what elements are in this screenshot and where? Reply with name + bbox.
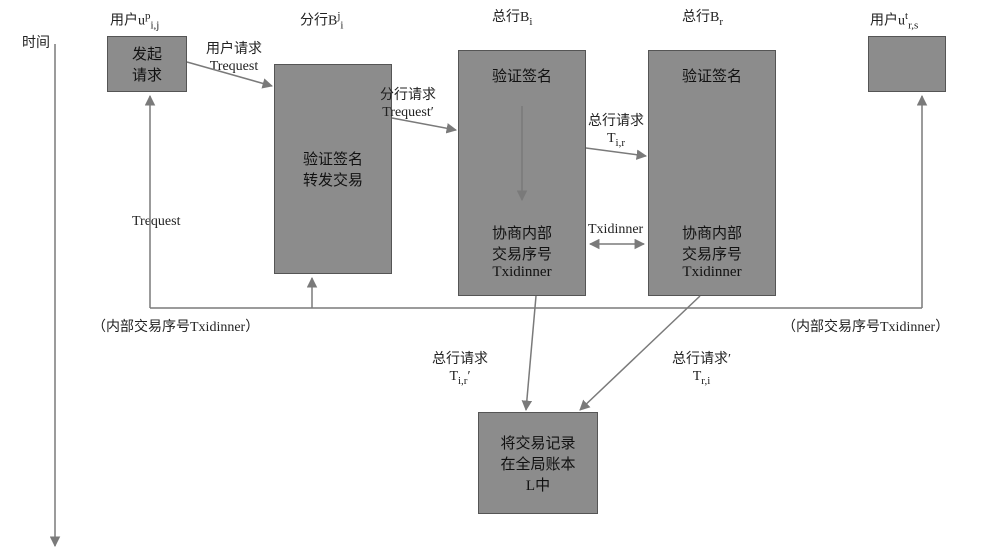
label-trequest-left: Trequest [132, 214, 181, 231]
edge-label-e5: （内部交易序号Txidinner） [92, 320, 259, 337]
edge-label-e1: 用户请求 Trequest [206, 42, 262, 76]
hdr-hq-r: 总行Br [682, 10, 723, 29]
node-user-ij: 发起 请求 [107, 36, 187, 92]
hdr-user-rs: 用户utr,s [870, 10, 918, 33]
axis-time-label: 时间 [22, 36, 50, 53]
edge-label-e3: 总行请求 Ti,r [588, 114, 644, 150]
edge-label-e2: 分行请求 Trequest′ [380, 88, 436, 122]
edge-label-e6: 总行请求 Ti,r′ [432, 352, 488, 388]
edge-label-e7: 总行请求′ Tr,i [672, 352, 731, 388]
hdr-hq-i: 总行Bi [492, 10, 532, 29]
node-ledger: 将交易记录 在全局账本 L中 [478, 412, 598, 514]
hdr-branch: 分行Bji [300, 10, 343, 33]
node-branch: 验证签名 转发交易 [274, 64, 392, 274]
hdr-user-ij: 用户upi,j [110, 10, 159, 33]
edge-label-e5b: （内部交易序号Txidinner） [782, 320, 949, 337]
edge-label-e4: Txidinner [588, 222, 643, 239]
node-user-rs [868, 36, 946, 92]
node-hq-r: 验证签名 协商内部 交易序号 Txidinner [648, 50, 776, 296]
node-hq-i: 验证签名 协商内部 交易序号 Txidinner [458, 50, 586, 296]
